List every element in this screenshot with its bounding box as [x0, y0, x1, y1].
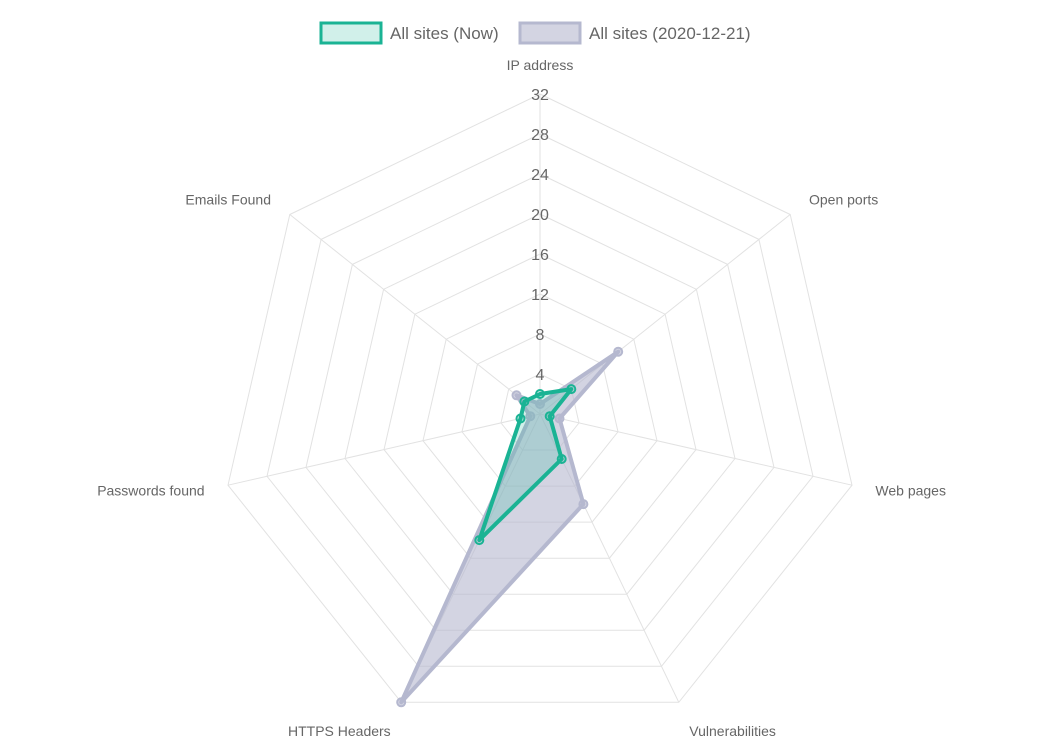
axis-label: Open ports — [809, 192, 878, 208]
spoke-line — [539, 413, 853, 486]
tick-label: 20 — [531, 207, 549, 224]
radar-grid — [227, 93, 853, 703]
radar-series — [396, 346, 624, 708]
data-point[interactable] — [554, 413, 565, 424]
legend-swatch-2020[interactable] — [518, 21, 582, 45]
data-point[interactable] — [556, 454, 567, 464]
tick-label: 4 — [536, 367, 545, 384]
tick-label: 16 — [531, 247, 549, 264]
legend-swatch-now[interactable] — [319, 21, 383, 45]
tick-label: 28 — [531, 127, 549, 144]
data-point[interactable] — [515, 413, 526, 424]
data-point[interactable] — [566, 384, 577, 395]
data-point[interactable] — [525, 411, 536, 422]
radar-axis-labels: IP address Open ports Web pages Vulnerabili… — [97, 57, 946, 739]
axis-label: Passwords found — [97, 483, 204, 499]
axis-label: Emails Found — [185, 192, 271, 208]
data-point[interactable] — [519, 396, 530, 407]
data-point[interactable] — [535, 399, 545, 409]
axis-label: Vulnerabilities — [689, 723, 776, 739]
data-point[interactable] — [474, 535, 485, 546]
data-point[interactable] — [578, 499, 589, 510]
grid-ring — [227, 93, 853, 703]
grid-ring — [305, 173, 775, 631]
tick-label: 32 — [531, 87, 549, 104]
axis-label: IP address — [507, 57, 574, 73]
grid-ring — [266, 133, 814, 667]
legend-label-2020[interactable]: All sites (2020-12-21) — [589, 24, 751, 43]
tick-label: 24 — [531, 167, 549, 184]
legend[interactable]: All sites (Now) All sites (2020-12-21) — [319, 21, 751, 45]
spoke-line — [289, 214, 541, 415]
tick-label: 12 — [531, 287, 549, 304]
series-group — [474, 384, 577, 546]
series-group — [396, 346, 624, 708]
axis-label: HTTPS Headers — [288, 723, 391, 739]
axis-label: Web pages — [875, 483, 946, 499]
radar-tick-labels: 4 8 12 16 20 24 28 32 — [531, 87, 549, 384]
series-area — [477, 387, 574, 543]
grid-ring — [344, 213, 736, 595]
data-point[interactable] — [511, 390, 522, 401]
grid-ring — [383, 253, 697, 559]
data-point[interactable] — [544, 411, 555, 422]
data-point[interactable] — [396, 697, 407, 708]
spoke-line — [227, 413, 541, 486]
data-point[interactable] — [535, 389, 545, 399]
data-point[interactable] — [613, 346, 624, 357]
series-area — [399, 349, 621, 705]
tick-label: 8 — [536, 327, 545, 344]
legend-label-now[interactable]: All sites (Now) — [390, 24, 499, 43]
